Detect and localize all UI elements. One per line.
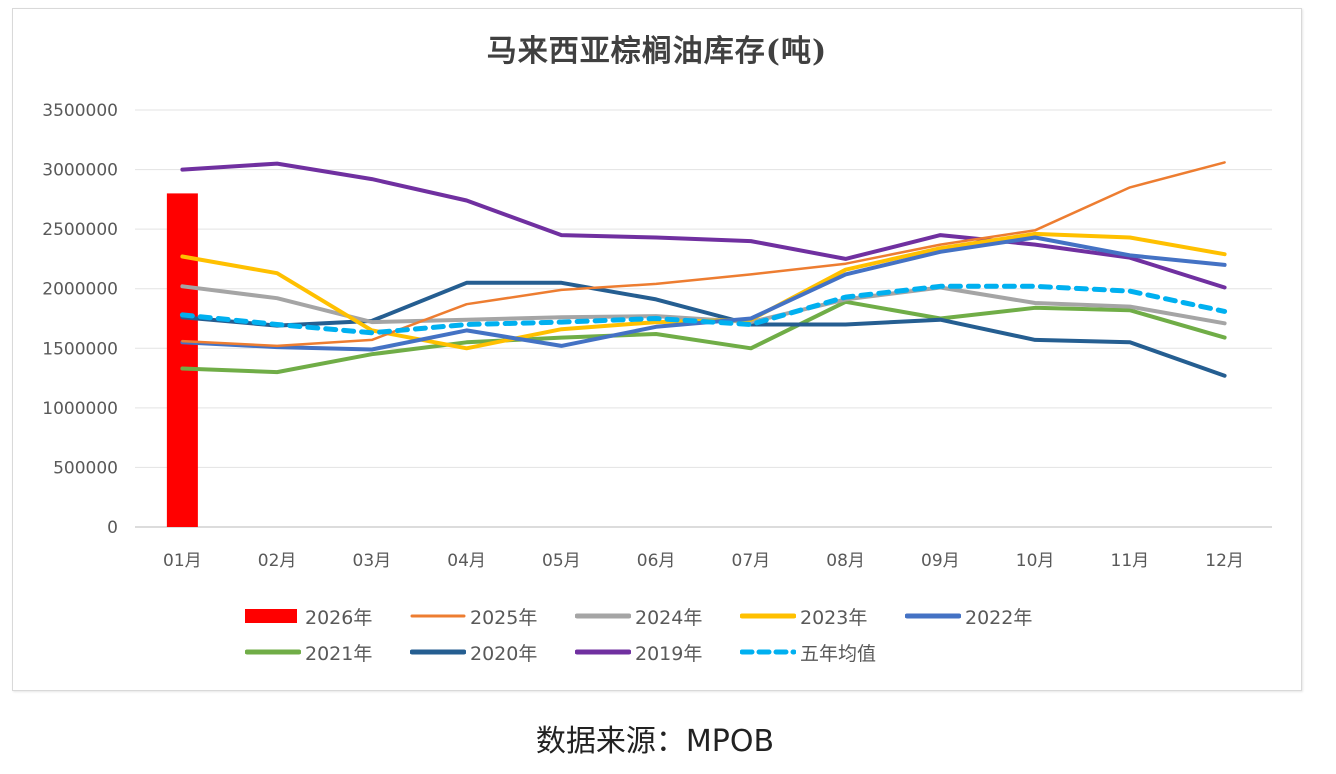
legend-row: 2021年 2020年 2019年 五年均值 bbox=[245, 634, 1145, 670]
y-tick-label: 500000 bbox=[53, 458, 118, 478]
legend-swatch bbox=[245, 609, 301, 623]
x-tick-label: 06月 bbox=[637, 551, 676, 571]
series-line-五年均值 bbox=[179, 283, 1228, 336]
legend: 2026年 2025年 2024年 2023年 2022年 2021年 2020年 2019… bbox=[245, 598, 1145, 670]
series-line-2019年 bbox=[180, 161, 1227, 290]
x-tick-label: 02月 bbox=[258, 551, 297, 571]
chart-frame bbox=[12, 8, 1302, 691]
x-tick-label: 04月 bbox=[447, 551, 486, 571]
y-tick-label: 1000000 bbox=[42, 399, 118, 419]
y-tick-label: 2000000 bbox=[42, 280, 118, 300]
legend-label: 五年均值 bbox=[800, 642, 877, 665]
legend-item: 2024年 bbox=[575, 603, 740, 630]
legend-item: 2025年 bbox=[410, 603, 575, 630]
x-axis-ticks: 01月 02月 03月 04月 05月 06月 07月 08月 09月 10月 11月 12月 bbox=[163, 551, 1244, 571]
bars bbox=[166, 193, 198, 527]
y-axis-ticks: 0 500000 1000000 1500000 2000000 2500000 30000… bbox=[42, 101, 118, 538]
legend-swatch bbox=[575, 645, 631, 659]
legend-item: 2020年 bbox=[410, 639, 575, 666]
legend-label: 2021年 bbox=[305, 642, 373, 665]
x-tick-label: 09月 bbox=[921, 551, 960, 571]
x-tick-label: 03月 bbox=[353, 551, 392, 571]
legend-label: 2023年 bbox=[800, 606, 868, 629]
legend-item: 2021年 bbox=[245, 639, 410, 666]
y-tick-label: 2500000 bbox=[42, 220, 118, 240]
legend-item: 2026年 bbox=[245, 603, 410, 630]
series-line-2021年 bbox=[180, 299, 1227, 375]
source-caption: 数据来源：MPOB bbox=[535, 724, 775, 759]
bar-2026年 bbox=[166, 193, 198, 527]
legend-label: 2022年 bbox=[965, 606, 1033, 629]
legend-row: 2026年 2025年 2024年 2023年 2022年 bbox=[245, 598, 1145, 634]
series-line-2024年 bbox=[180, 284, 1227, 326]
legend-item: 五年均值 bbox=[740, 639, 905, 666]
legend-label: 2019年 bbox=[635, 642, 703, 665]
legend-item: 2023年 bbox=[740, 603, 905, 630]
legend-swatch bbox=[575, 609, 631, 623]
legend-label: 2024年 bbox=[635, 606, 703, 629]
legend-item: 2022年 bbox=[905, 603, 1070, 630]
y-tick-label: 3000000 bbox=[42, 161, 118, 181]
y-tick-label: 1500000 bbox=[42, 339, 118, 359]
x-tick-label: 11月 bbox=[1111, 551, 1150, 571]
series-line-2025年 bbox=[181, 161, 1226, 348]
x-tick-label: 01月 bbox=[163, 551, 202, 571]
y-tick-label: 0 bbox=[107, 518, 118, 538]
series-line-2022年 bbox=[180, 235, 1227, 352]
chart-title: 马来西亚棕榈油库存(吨) bbox=[486, 34, 828, 69]
series-lines bbox=[179, 161, 1228, 378]
x-tick-label: 12月 bbox=[1205, 551, 1244, 571]
x-tick-label: 05月 bbox=[542, 551, 581, 571]
legend-swatch bbox=[245, 645, 301, 659]
legend-swatch bbox=[410, 645, 466, 659]
legend-label: 2026年 bbox=[305, 606, 373, 629]
x-tick-label: 10月 bbox=[1016, 551, 1055, 571]
x-tick-label: 07月 bbox=[732, 551, 771, 571]
legend-item: 2019年 bbox=[575, 639, 740, 666]
legend-swatch bbox=[905, 609, 961, 623]
x-tick-label: 08月 bbox=[826, 551, 865, 571]
legend-swatch bbox=[740, 645, 796, 659]
legend-label: 2020年 bbox=[470, 642, 538, 665]
legend-swatch bbox=[410, 609, 466, 623]
legend-swatch bbox=[740, 609, 796, 623]
legend-label: 2025年 bbox=[470, 606, 538, 629]
y-tick-label: 3500000 bbox=[42, 101, 118, 121]
